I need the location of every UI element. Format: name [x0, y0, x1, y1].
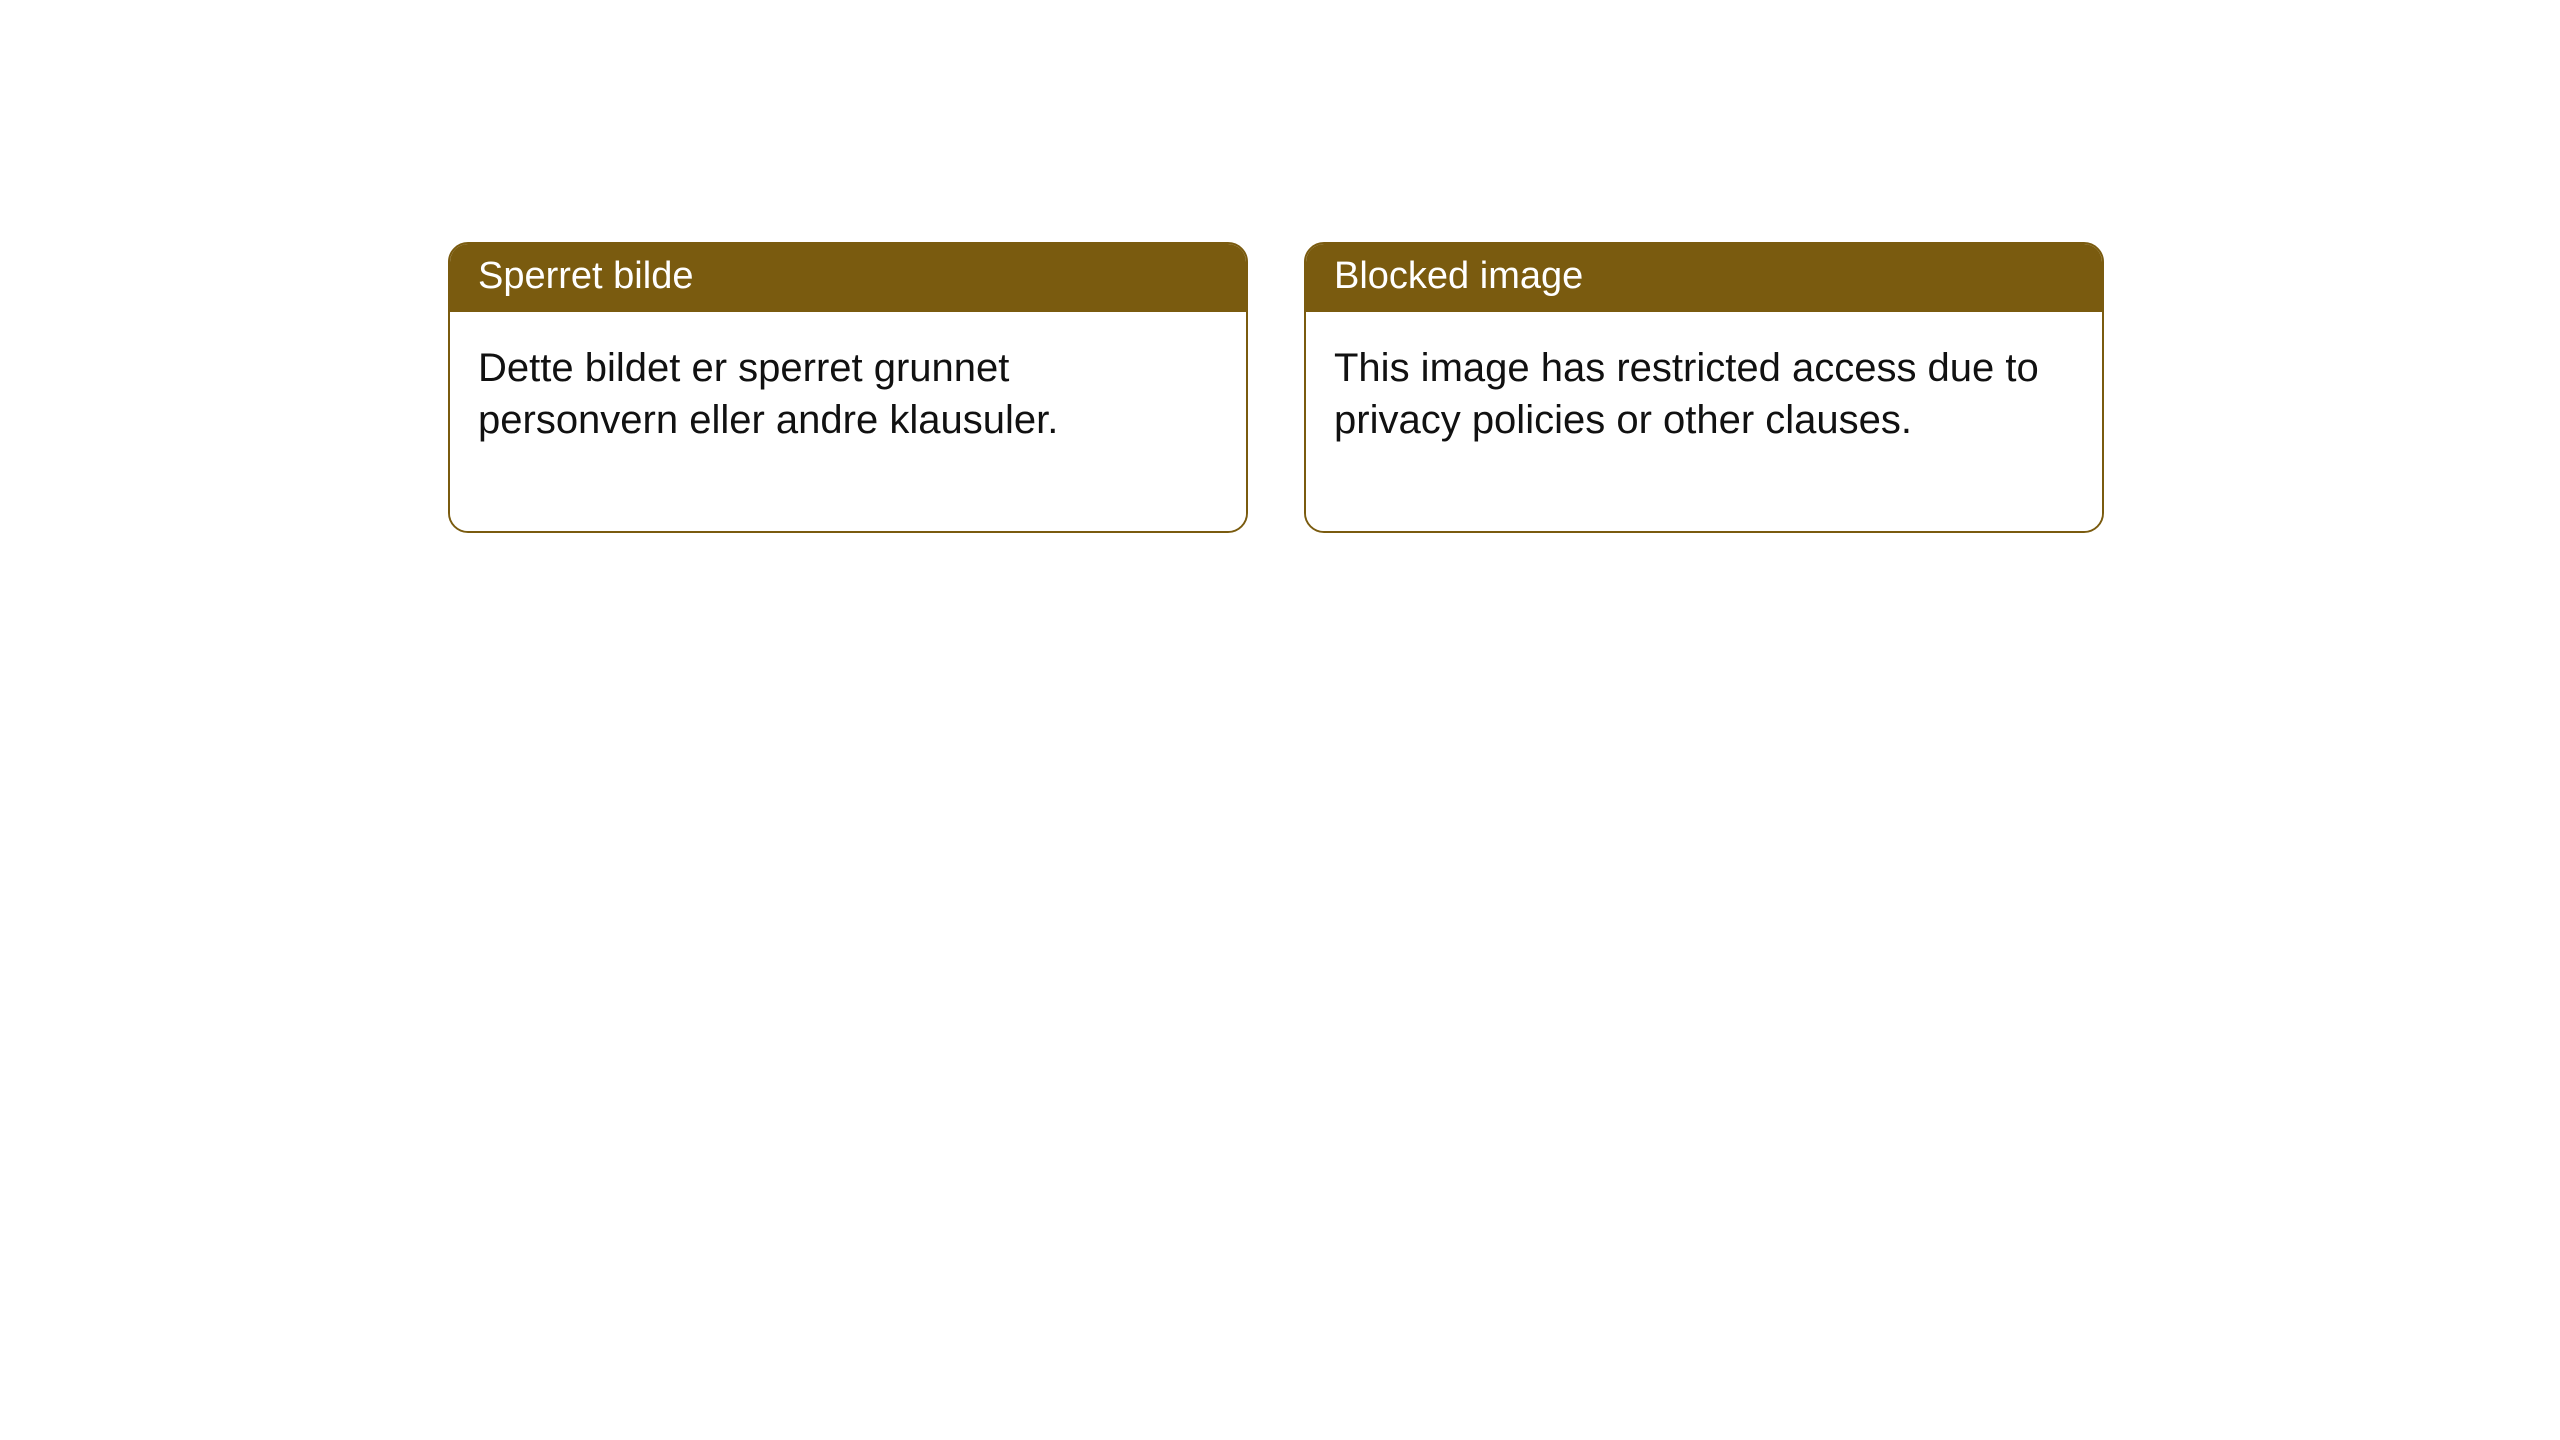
notice-card-english: Blocked image This image has restricted …: [1304, 242, 2104, 533]
notice-cards-container: Sperret bilde Dette bildet er sperret gr…: [0, 0, 2560, 533]
notice-card-norwegian: Sperret bilde Dette bildet er sperret gr…: [448, 242, 1248, 533]
notice-card-title: Sperret bilde: [450, 244, 1246, 312]
notice-card-body: This image has restricted access due to …: [1306, 312, 2102, 532]
notice-card-body: Dette bildet er sperret grunnet personve…: [450, 312, 1246, 532]
notice-card-title: Blocked image: [1306, 244, 2102, 312]
